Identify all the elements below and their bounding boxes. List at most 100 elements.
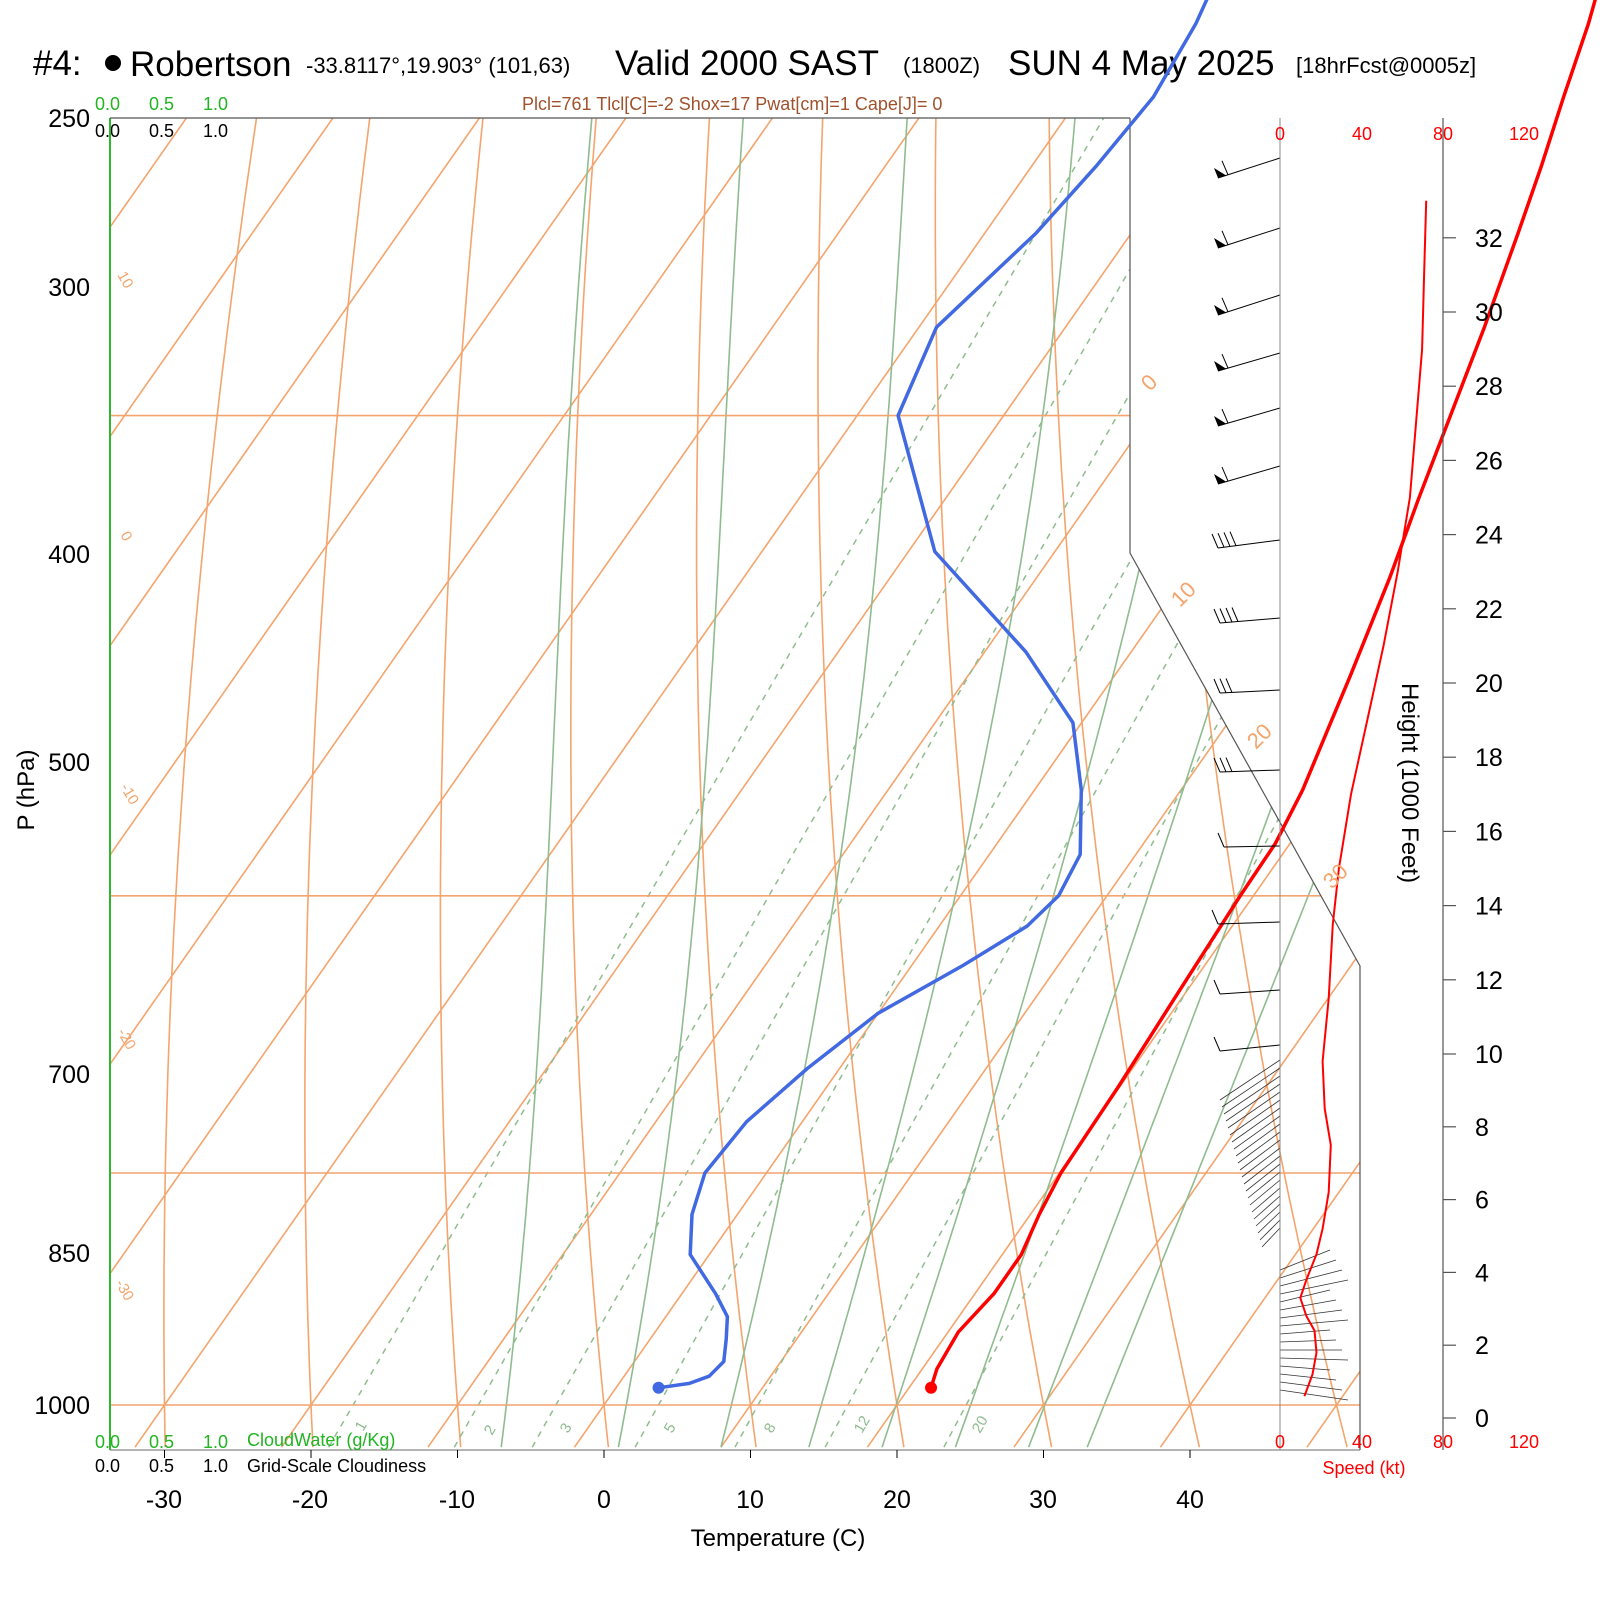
speed-tick-label: 0 (1275, 1432, 1285, 1452)
isotherm-line (110, 118, 566, 1448)
isotherm-line (1159, 118, 1360, 1448)
wind-barb (1214, 227, 1281, 249)
height-tick-label: 2 (1475, 1332, 1489, 1360)
station-name: Robertson (130, 45, 291, 84)
dewpoint-line (658, 0, 1209, 1390)
wind-barb-feather (1217, 533, 1225, 548)
temperature-line (929, 0, 1597, 1389)
isotherm-label: 0 (117, 529, 136, 545)
cloudwater-tick-bottom: 0.5 (149, 1432, 174, 1452)
dry-adiabat-line (570, 118, 691, 1448)
wind-barb-staff (1231, 1107, 1281, 1143)
wind-barb-staff (1225, 1083, 1281, 1122)
wind-barb-staff (1221, 1067, 1281, 1108)
plot-frame (109, 117, 1361, 1458)
temperature-axis-title: Temperature (C) (691, 1525, 866, 1552)
moist-adiabat-line (954, 118, 1360, 1448)
wind-barb-staff (1219, 689, 1281, 694)
wind-barb-feather (1221, 160, 1229, 175)
wind-barb-staff (1219, 1059, 1281, 1101)
wind-barb-feather (1219, 757, 1227, 772)
wind-barb-staff (1279, 1373, 1337, 1381)
wind-barb-staff (1219, 1044, 1281, 1052)
speed-axis: 0 40 80 120 0 40 80 120 Speed (kt) (1275, 124, 1539, 1478)
wind-barb-staff (1259, 1219, 1281, 1241)
wind-barb-staff (1217, 921, 1281, 925)
wind-barb-staff (1279, 1389, 1349, 1401)
moist-adiabat-line (808, 118, 1127, 1448)
cloudwater-tick-top: 0.5 (149, 94, 174, 114)
wind-barb-staff (1219, 769, 1281, 773)
wind-barb-staff (1279, 1269, 1343, 1287)
height-tick-label: 30 (1475, 299, 1503, 327)
cloudiness-label: Grid-Scale Cloudiness (247, 1456, 426, 1476)
wind-barb-feather (1219, 608, 1227, 623)
pressure-tick-label: 1000 (34, 1392, 90, 1420)
sounding-profiles (652, 0, 1597, 1394)
wind-barb-feather (1221, 466, 1229, 482)
height-tick-label: 6 (1475, 1187, 1489, 1215)
cloudiness-tick-bottom: 1.0 (203, 1456, 228, 1476)
isotherm-line (1013, 118, 1360, 1448)
dry-adiabat-line (1469, 0, 1600, 1447)
height-tick-label: 32 (1475, 225, 1503, 253)
wind-barb (1213, 1036, 1281, 1052)
isotherm-line (1306, 118, 1360, 1448)
wind-barb-staff (1217, 539, 1281, 549)
speed-tick-label: 120 (1509, 1432, 1539, 1452)
isotherm-labels-right: 0 10 20 30 (1136, 369, 1353, 893)
wind-barb-staff (1217, 407, 1281, 427)
wind-barb-staff (1229, 1099, 1281, 1136)
wind-barb-feather (1225, 757, 1233, 772)
wind-barb-feather (1221, 408, 1229, 424)
temperature-tick-label: 30 (1029, 1486, 1057, 1514)
wind-barb (1214, 407, 1281, 427)
moist-adiabat-line (720, 118, 963, 1448)
wind-barb-staff (1279, 1319, 1349, 1327)
pressure-tick-label: 500 (48, 749, 90, 777)
cloudwater-tick-bottom: 0.0 (95, 1432, 120, 1452)
wind-barb-feather (1217, 832, 1225, 848)
wind-barb-staff (1279, 1339, 1337, 1343)
dry-adiabat-line (439, 118, 594, 1448)
wind-barb (1211, 909, 1281, 925)
speed-tick-label: 40 (1352, 1432, 1372, 1452)
wind-barbs (1211, 157, 1349, 1401)
wind-barb-staff (1245, 1163, 1281, 1192)
temperature-tick-label: 40 (1176, 1486, 1204, 1514)
wind-barb (1213, 678, 1281, 694)
isotherm-label: -20 (114, 1026, 140, 1053)
mixing-ratio-line (734, 118, 1360, 1448)
forecast-date: SUN 4 May 2025 (1008, 44, 1275, 83)
wind-speed-line (1299, 200, 1428, 1397)
height-tick-label: 14 (1475, 893, 1503, 921)
isotherm-line (110, 118, 859, 1448)
height-tick-label: 20 (1475, 670, 1503, 698)
wind-barb-feather (1213, 757, 1221, 773)
mixing-ratio-label: 5 (661, 1420, 680, 1436)
height-tick-label: 10 (1475, 1041, 1503, 1069)
wind-barb-feather (1213, 608, 1221, 624)
moist-adiabat-line (881, 118, 1298, 1448)
wind-barb-staff (1239, 1139, 1281, 1171)
wind-barb (1214, 157, 1281, 179)
wind-barb (1214, 294, 1281, 316)
height-tick-label: 0 (1475, 1405, 1489, 1433)
isotherm-line (110, 118, 273, 1448)
wind-barb-staff (1235, 1123, 1281, 1157)
wind-barb-staff (1217, 352, 1281, 372)
valid-time: Valid 2000 SAST (615, 44, 879, 83)
wind-barb-staff (1243, 1155, 1281, 1185)
wind-barb-feather (1219, 678, 1227, 693)
wind-barb-feather (1213, 678, 1221, 694)
dry-adiabat-line (934, 118, 1053, 1448)
wind-barb-staff (1279, 1329, 1331, 1335)
wind-barb-staff (1217, 465, 1281, 485)
forecast-run: [18hrFcst@0005z] (1296, 53, 1476, 78)
isotherm-label: 20 (1242, 719, 1277, 754)
temperature-axis: -30 -20 -10 0 10 20 30 40 Temperature (C… (146, 1486, 1204, 1552)
pressure-tick-label: 400 (48, 541, 90, 569)
wind-barb-staff (1219, 989, 1281, 995)
cloudiness-tick-bottom: 0.5 (149, 1456, 174, 1476)
cloudwater-label: CloudWater (g/Kg) (247, 1430, 395, 1450)
